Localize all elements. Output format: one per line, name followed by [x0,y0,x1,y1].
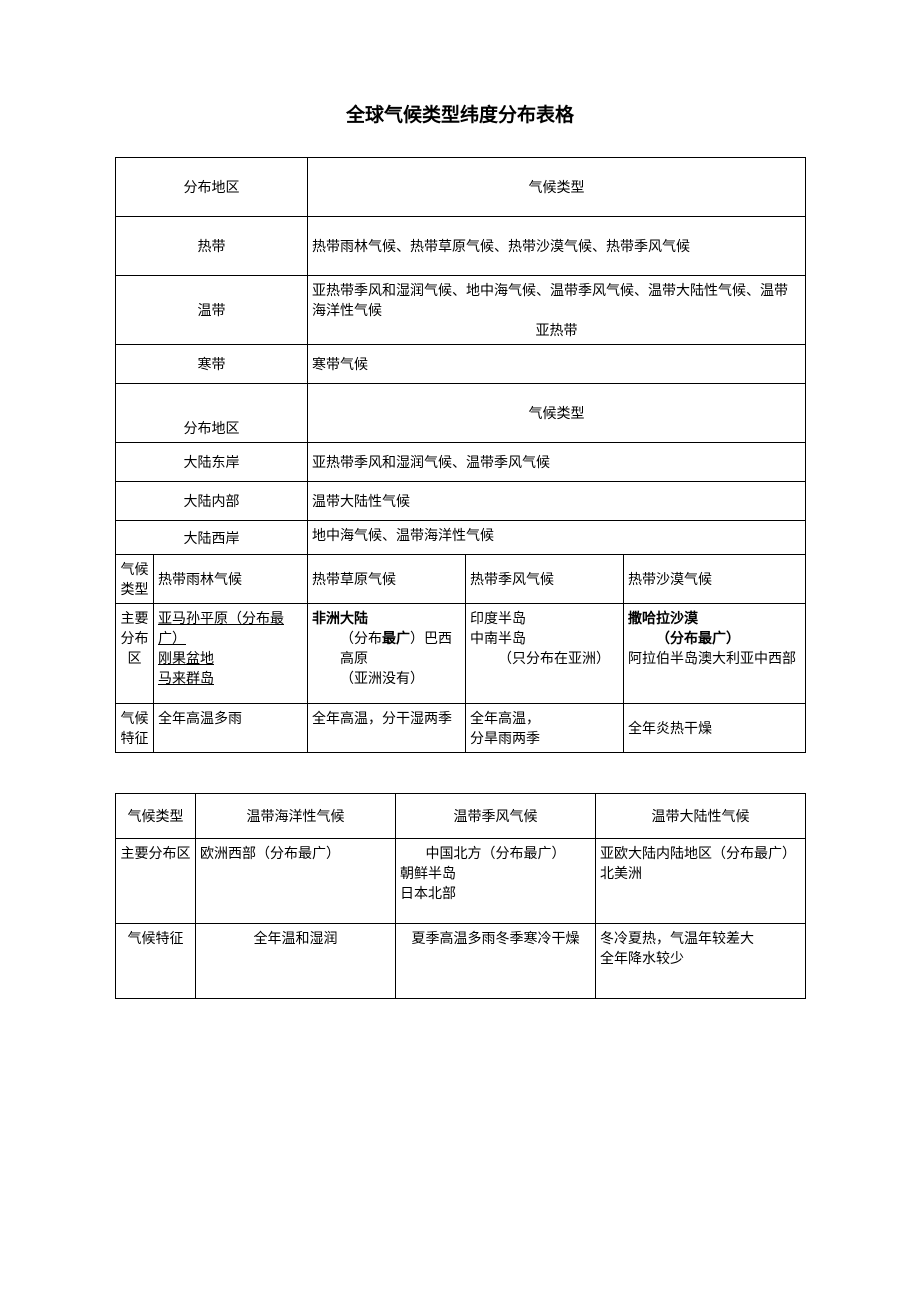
trop-col3-feat: 全年炎热干燥 [624,704,806,753]
t2-col1-feat: 夏季高温多雨冬季寒冷干燥 [396,924,596,999]
trop-col2-feat: 全年高温， 分旱雨两季 [466,704,624,753]
trop3-note-a: （分布 [656,632,698,647]
table-row: 气候类型 温带海洋性气候 温带季风气候 温带大陆性气候 [116,794,806,839]
table-row: 热带 热带雨林气候、热带草原气候、热带沙漠气候、热带季风气候 [116,217,806,276]
t2-col0-dist: 欧洲西部（分布最广） [196,839,396,924]
table-climate-distribution: 分布地区 气候类型 热带 热带雨林气候、热带草原气候、热带沙漠气候、热带季风气候… [115,157,806,753]
coast-inner-types: 温带大陆性气候 [308,482,806,521]
t2c1-d3: 日本北部 [400,887,456,902]
temperate-types-line2: 亚热带 [312,320,801,340]
zone-tropical: 热带 [116,217,308,276]
trop-col3-dist: 撒哈拉沙漠 （分布最广） 阿拉伯半岛澳大利亚中西部 [624,604,806,704]
trop1-major: 非洲大陆 [312,612,368,627]
table-row: 气候特征 全年高温多雨 全年高温，分干湿两季 全年高温， 分旱雨两季 全年炎热干… [116,704,806,753]
coast-inner: 大陆内部 [116,482,308,521]
table-row: 分布地区 气候类型 [116,384,806,443]
coast-east-types: 亚热带季风和湿润气候、温带季风气候 [308,443,806,482]
trop3-major: 撒哈拉沙漠 [628,612,698,627]
trop3-note-c: ） [726,632,740,647]
label-dist: 主要分布区 [116,604,154,704]
page-title: 全球气候类型纬度分布表格 [115,100,805,127]
t2-col0-feat: 全年温和湿润 [196,924,396,999]
trop-col2-type: 热带季风气候 [466,555,624,604]
table-temperate-climates: 气候类型 温带海洋性气候 温带季风气候 温带大陆性气候 主要分布区 欧洲西部（分… [115,793,806,999]
table-row: 寒带 寒带气候 [116,345,806,384]
t2c1-feat: 夏季高温多雨冬季寒冷干燥 [400,928,591,948]
zone-frigid-types: 寒带气候 [308,345,806,384]
trop0-major: 亚马孙平原（分布最广） [158,612,284,647]
table-row: 大陆内部 温带大陆性气候 [116,482,806,521]
header-climate-type-2: 气候类型 [308,384,806,443]
trop2-note: （只分布在亚洲） [470,648,610,668]
coast-west: 大陆西岸 [116,521,308,555]
t2-col2-type: 温带大陆性气候 [596,794,806,839]
t2c2-feat2: 全年降水较少 [600,952,684,967]
trop3-note-b: 最广 [698,632,726,647]
table-row: 大陆西岸 地中海气候、温带海洋性气候 [116,521,806,555]
trop3-minor: 阿拉伯半岛澳大利亚中西部 [628,652,796,667]
trop-col1-type: 热带草原气候 [308,555,466,604]
trop-col1-dist: 非洲大陆 （分布最广）巴西高原 （亚洲没有） [308,604,466,704]
table-row: 大陆东岸 亚热带季风和湿润气候、温带季风气候 [116,443,806,482]
trop-col0-dist: 亚马孙平原（分布最广） 刚果盆地 马来群岛 [154,604,308,704]
t2-header-type: 气候类型 [116,794,196,839]
trop0-minor2: 马来群岛 [158,672,214,687]
t2-col2-feat: 冬冷夏热，气温年较差大 全年降水较少 [596,924,806,999]
zone-temperate: 温带 [116,276,308,345]
trop-col0-feat: 全年高温多雨 [154,704,308,753]
t2-header-dist: 主要分布区 [116,839,196,924]
trop-col0-type: 热带雨林气候 [154,555,308,604]
table-row: 气候特征 全年温和湿润 夏季高温多雨冬季寒冷干燥 冬冷夏热，气温年较差大 全年降… [116,924,806,999]
trop1-note2: （亚洲没有） [312,668,424,688]
table-row: 气候类型 热带雨林气候 热带草原气候 热带季风气候 热带沙漠气候 [116,555,806,604]
coast-west-types: 地中海气候、温带海洋性气候 [308,521,806,555]
trop-col1-feat: 全年高温，分干湿两季 [308,704,466,753]
t2c1-d2: 朝鲜半岛 [400,867,456,882]
t2-col1-type: 温带季风气候 [396,794,596,839]
trop2-d1: 印度半岛 [470,612,526,627]
trop2-feat2: 分旱雨两季 [470,732,540,747]
trop-col2-dist: 印度半岛 中南半岛 （只分布在亚洲） [466,604,624,704]
table-row: 分布地区 气候类型 [116,158,806,217]
t2-col2-dist: 亚欧大陆内陆地区（分布最广）北美洲 [596,839,806,924]
t2c1-d1: 中国北方（分布最广） [400,843,591,863]
zone-tropical-types: 热带雨林气候、热带草原气候、热带沙漠气候、热带季风气候 [308,217,806,276]
temperate-types-line1: 亚热带季风和湿润气候、地中海气候、温带季风气候、温带大陆性气候、温带海洋性气候 [312,284,788,319]
zone-temperate-types: 亚热带季风和湿润气候、地中海气候、温带季风气候、温带大陆性气候、温带海洋性气候 … [308,276,806,345]
table-row: 主要分布区 亚马孙平原（分布最广） 刚果盆地 马来群岛 非洲大陆 （分布最广）巴… [116,604,806,704]
trop0-minor1: 刚果盆地 [158,652,214,667]
trop2-feat1: 全年高温， [470,712,540,727]
header-climate-type: 气候类型 [308,158,806,217]
zone-frigid: 寒带 [116,345,308,384]
label-climate-type: 气候类型 [116,555,154,604]
label-feat: 气候特征 [116,704,154,753]
t2c2-feat1: 冬冷夏热，气温年较差大 [600,932,754,947]
t2-header-feat: 气候特征 [116,924,196,999]
table-row: 温带 亚热带季风和湿润气候、地中海气候、温带季风气候、温带大陆性气候、温带海洋性… [116,276,806,345]
t2-col1-dist: 中国北方（分布最广） 朝鲜半岛 日本北部 [396,839,596,924]
header-region: 分布地区 [116,158,308,217]
trop1-note-b: 最广 [382,632,410,647]
trop-col3-type: 热带沙漠气候 [624,555,806,604]
t2-col0-type: 温带海洋性气候 [196,794,396,839]
table-row: 主要分布区 欧洲西部（分布最广） 中国北方（分布最广） 朝鲜半岛 日本北部 亚欧… [116,839,806,924]
trop2-d2: 中南半岛 [470,632,526,647]
trop1-note-a: （分布 [340,632,382,647]
header-region-2: 分布地区 [116,384,308,443]
coast-east: 大陆东岸 [116,443,308,482]
